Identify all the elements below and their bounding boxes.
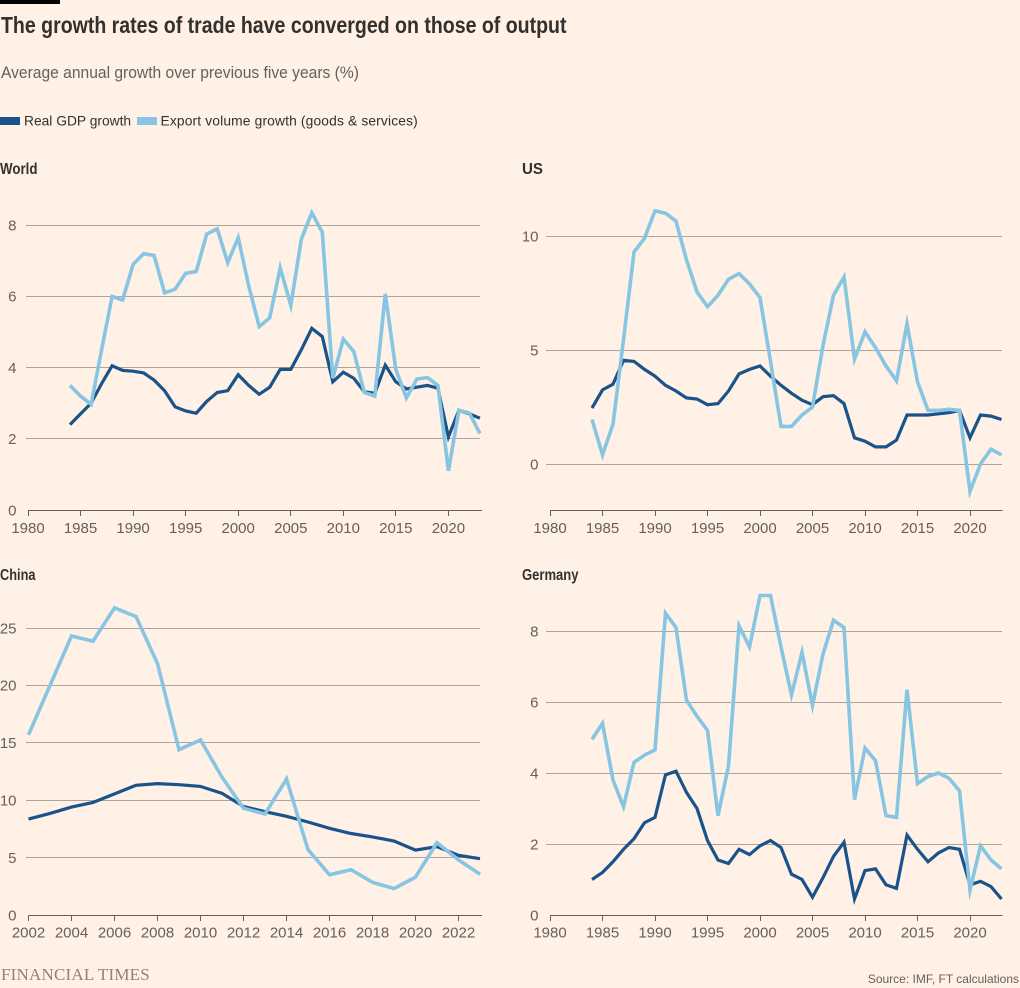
svg-text:1990: 1990 [638,924,671,941]
svg-text:2020: 2020 [399,924,432,941]
svg-text:1990: 1990 [116,520,149,537]
svg-text:2010: 2010 [184,924,217,941]
svg-text:1985: 1985 [586,924,619,941]
svg-text:2000: 2000 [222,520,255,537]
svg-text:1985: 1985 [586,520,619,537]
svg-text:2012: 2012 [227,924,260,941]
svg-text:2005: 2005 [796,924,829,941]
svg-text:1980: 1980 [11,520,44,537]
svg-text:Average annual growth over pre: Average annual growth over previous five… [1,64,359,82]
svg-text:1995: 1995 [691,924,724,941]
svg-text:4: 4 [8,360,16,377]
svg-text:World: World [0,161,38,178]
svg-text:15: 15 [0,735,17,752]
svg-text:10: 10 [522,228,539,245]
svg-text:1980: 1980 [533,520,566,537]
svg-text:25: 25 [0,620,17,637]
svg-text:2004: 2004 [55,924,88,941]
svg-text:2022: 2022 [442,924,475,941]
svg-text:2020: 2020 [953,924,986,941]
svg-text:0: 0 [530,907,538,924]
svg-text:0: 0 [8,502,16,519]
svg-text:20: 20 [0,678,17,695]
svg-text:2005: 2005 [796,520,829,537]
svg-text:0: 0 [530,456,538,473]
svg-text:1985: 1985 [64,520,97,537]
svg-text:2005: 2005 [274,520,307,537]
svg-text:2: 2 [530,836,538,853]
svg-text:2010: 2010 [848,520,881,537]
svg-text:Export volume growth (goods &: Export volume growth (goods & services) [161,114,418,129]
svg-text:2015: 2015 [901,924,934,941]
svg-text:Germany: Germany [522,567,579,584]
svg-text:China: China [0,567,36,584]
svg-text:2020: 2020 [953,520,986,537]
svg-text:1990: 1990 [638,520,671,537]
svg-text:2: 2 [8,431,16,448]
svg-text:6: 6 [530,694,538,711]
svg-text:The growth rates of trade have: The growth rates of trade have converged… [1,12,566,38]
svg-text:5: 5 [530,342,538,359]
svg-text:FINANCIAL TIMES: FINANCIAL TIMES [1,965,150,984]
svg-text:2010: 2010 [848,924,881,941]
svg-text:8: 8 [530,623,538,640]
svg-text:2002: 2002 [12,924,45,941]
svg-text:10: 10 [0,793,17,810]
svg-text:2000: 2000 [743,924,776,941]
svg-text:8: 8 [8,218,16,235]
svg-text:2018: 2018 [356,924,389,941]
svg-text:2020: 2020 [432,520,465,537]
svg-text:2008: 2008 [141,924,174,941]
svg-text:2015: 2015 [901,520,934,537]
svg-text:6: 6 [8,289,16,306]
svg-text:2000: 2000 [743,520,776,537]
svg-text:2015: 2015 [379,520,412,537]
svg-text:0: 0 [8,907,16,924]
svg-text:US: US [522,161,543,178]
svg-text:1995: 1995 [691,520,724,537]
svg-text:2010: 2010 [327,520,360,537]
svg-text:Real GDP growth: Real GDP growth [24,114,131,129]
svg-text:2006: 2006 [98,924,131,941]
svg-text:2014: 2014 [270,924,303,941]
svg-text:4: 4 [530,765,538,782]
svg-text:2016: 2016 [313,924,346,941]
svg-text:Source: IMF, FT calculations: Source: IMF, FT calculations [868,972,1019,986]
svg-text:1995: 1995 [169,520,202,537]
svg-text:1980: 1980 [533,924,566,941]
svg-text:5: 5 [8,850,16,867]
